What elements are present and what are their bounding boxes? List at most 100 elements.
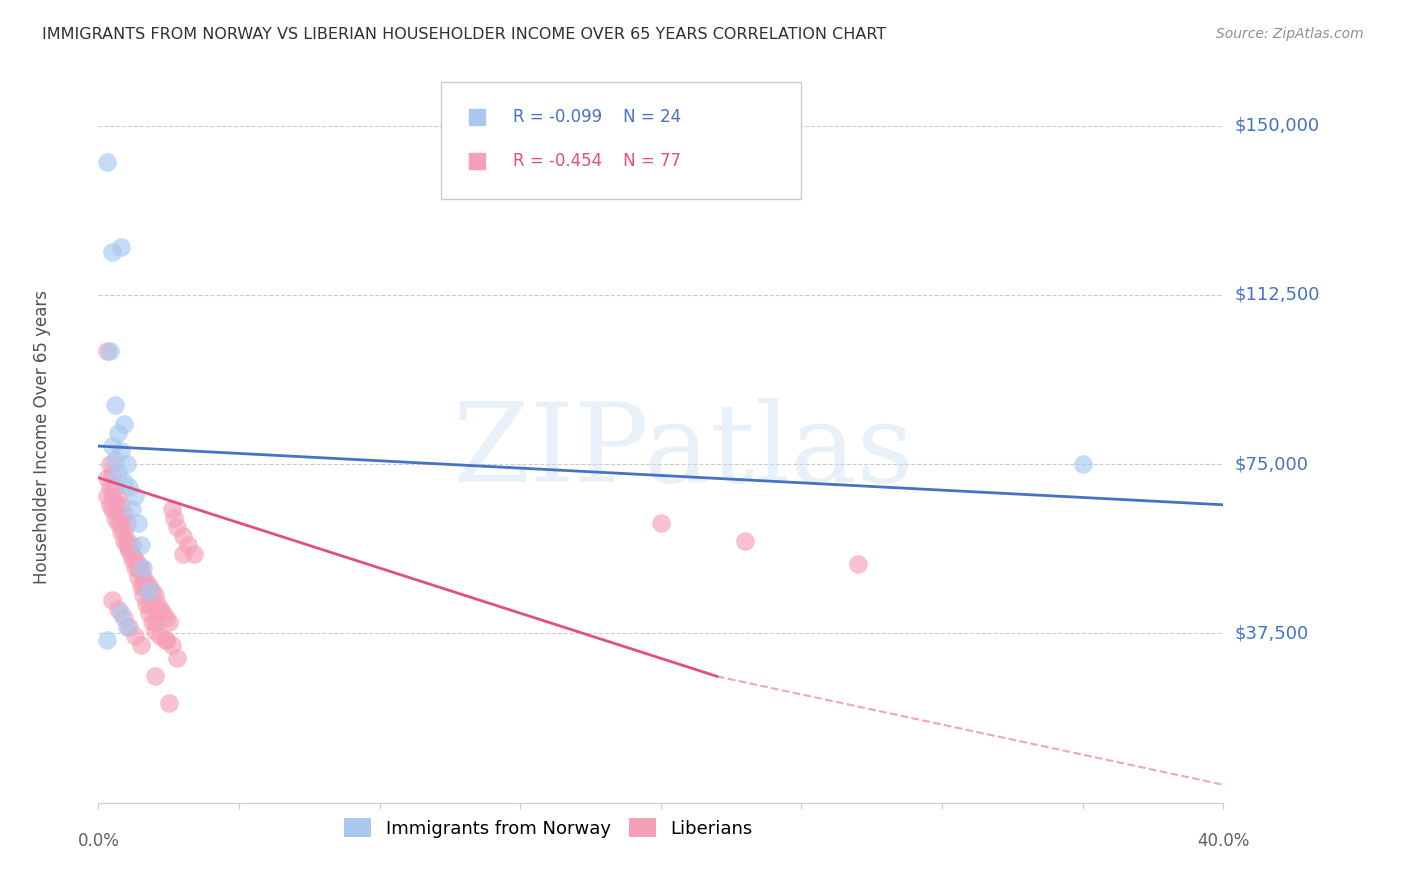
Point xyxy=(127,561,149,575)
Point xyxy=(155,633,177,648)
Point xyxy=(138,597,160,611)
Point xyxy=(104,480,127,494)
Text: $150,000: $150,000 xyxy=(1234,117,1319,135)
Point xyxy=(138,583,160,598)
Point xyxy=(101,466,124,480)
Point xyxy=(101,439,124,453)
Point xyxy=(163,511,186,525)
Point xyxy=(104,452,127,467)
Point xyxy=(112,533,135,548)
Point xyxy=(138,579,160,593)
Point xyxy=(115,538,138,552)
Point xyxy=(96,154,118,169)
Point xyxy=(132,570,155,584)
Point xyxy=(149,601,172,615)
Point xyxy=(149,629,172,643)
Point xyxy=(96,344,118,359)
Point xyxy=(177,538,200,552)
Point xyxy=(734,533,756,548)
Point xyxy=(110,443,132,458)
Point xyxy=(112,507,135,521)
Point xyxy=(155,633,177,648)
Point xyxy=(183,548,205,562)
Point xyxy=(132,588,155,602)
Point xyxy=(112,524,135,539)
Point xyxy=(96,633,118,648)
Point xyxy=(172,548,194,562)
Point xyxy=(107,466,129,480)
Text: 0.0%: 0.0% xyxy=(77,832,120,850)
Text: Householder Income Over 65 years: Householder Income Over 65 years xyxy=(34,290,51,584)
Point xyxy=(143,588,166,602)
Point xyxy=(129,561,152,575)
Point xyxy=(157,697,180,711)
Point xyxy=(98,344,121,359)
Point xyxy=(124,629,146,643)
Point xyxy=(98,457,121,471)
Point xyxy=(98,498,121,512)
Point xyxy=(104,511,127,525)
Point xyxy=(135,597,157,611)
Point xyxy=(135,574,157,589)
Point xyxy=(112,475,135,490)
Point xyxy=(107,425,129,440)
Point xyxy=(160,638,183,652)
Point xyxy=(110,516,132,530)
Point xyxy=(118,543,141,558)
Point xyxy=(121,502,143,516)
Point xyxy=(115,516,138,530)
Point xyxy=(101,592,124,607)
Text: $75,000: $75,000 xyxy=(1234,455,1309,473)
Point xyxy=(650,516,672,530)
Point xyxy=(104,399,127,413)
Text: R = -0.099    N = 24: R = -0.099 N = 24 xyxy=(513,109,682,127)
Point xyxy=(146,597,169,611)
Point xyxy=(127,516,149,530)
Point xyxy=(112,417,135,431)
Point xyxy=(110,240,132,254)
Text: $37,500: $37,500 xyxy=(1234,624,1309,642)
Point xyxy=(143,669,166,683)
Point xyxy=(118,620,141,634)
Point xyxy=(101,244,124,259)
Point xyxy=(107,601,129,615)
Point xyxy=(98,480,121,494)
Point xyxy=(96,471,118,485)
Point xyxy=(124,561,146,575)
Point xyxy=(129,638,152,652)
Point xyxy=(143,624,166,639)
Point xyxy=(124,552,146,566)
Point xyxy=(121,552,143,566)
Point xyxy=(107,489,129,503)
Text: 40.0%: 40.0% xyxy=(1197,832,1250,850)
Point xyxy=(121,538,143,552)
Point xyxy=(155,610,177,624)
Point xyxy=(127,570,149,584)
Point xyxy=(107,516,129,530)
Text: $112,500: $112,500 xyxy=(1234,285,1320,304)
Point xyxy=(115,620,138,634)
Legend: Immigrants from Norway, Liberians: Immigrants from Norway, Liberians xyxy=(337,811,759,845)
Point xyxy=(115,533,138,548)
Point xyxy=(121,548,143,562)
Point xyxy=(132,561,155,575)
Point xyxy=(132,579,155,593)
Point xyxy=(143,615,166,630)
Point xyxy=(110,606,132,620)
Text: Source: ZipAtlas.com: Source: ZipAtlas.com xyxy=(1216,27,1364,41)
Point xyxy=(124,489,146,503)
Point xyxy=(127,557,149,571)
Point xyxy=(101,489,124,503)
Point xyxy=(110,498,132,512)
Point xyxy=(141,615,163,630)
Point xyxy=(141,583,163,598)
Point xyxy=(101,502,124,516)
Point xyxy=(115,457,138,471)
Point xyxy=(118,543,141,558)
FancyBboxPatch shape xyxy=(441,82,801,200)
Point xyxy=(172,529,194,543)
Point xyxy=(160,502,183,516)
Point xyxy=(129,579,152,593)
Point xyxy=(112,610,135,624)
Point xyxy=(96,489,118,503)
